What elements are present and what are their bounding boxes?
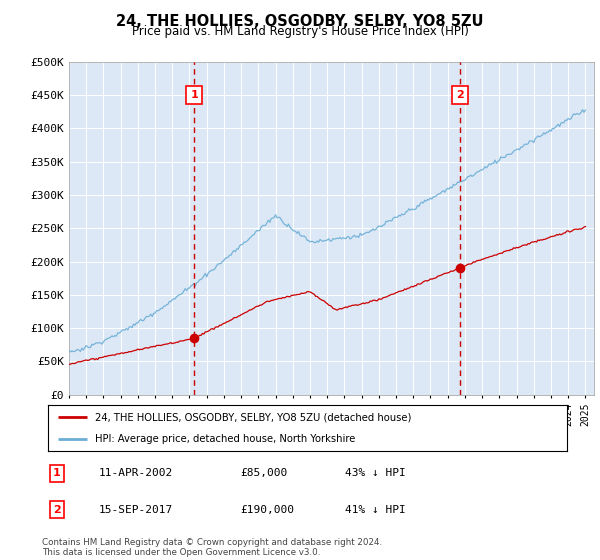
Text: 43% ↓ HPI: 43% ↓ HPI: [345, 468, 406, 478]
Text: 24, THE HOLLIES, OSGODBY, SELBY, YO8 5ZU: 24, THE HOLLIES, OSGODBY, SELBY, YO8 5ZU: [116, 14, 484, 29]
Text: 41% ↓ HPI: 41% ↓ HPI: [345, 505, 406, 515]
Text: 1: 1: [190, 90, 198, 100]
Text: 2: 2: [53, 505, 61, 515]
Text: £190,000: £190,000: [240, 505, 294, 515]
Text: HPI: Average price, detached house, North Yorkshire: HPI: Average price, detached house, Nort…: [95, 435, 355, 444]
Text: 24, THE HOLLIES, OSGODBY, SELBY, YO8 5ZU (detached house): 24, THE HOLLIES, OSGODBY, SELBY, YO8 5ZU…: [95, 412, 411, 422]
Text: 1: 1: [53, 468, 61, 478]
Text: 2: 2: [456, 90, 464, 100]
Text: Contains HM Land Registry data © Crown copyright and database right 2024.
This d: Contains HM Land Registry data © Crown c…: [42, 538, 382, 557]
Text: 11-APR-2002: 11-APR-2002: [99, 468, 173, 478]
Text: Price paid vs. HM Land Registry's House Price Index (HPI): Price paid vs. HM Land Registry's House …: [131, 25, 469, 38]
Text: 15-SEP-2017: 15-SEP-2017: [99, 505, 173, 515]
Text: £85,000: £85,000: [240, 468, 287, 478]
